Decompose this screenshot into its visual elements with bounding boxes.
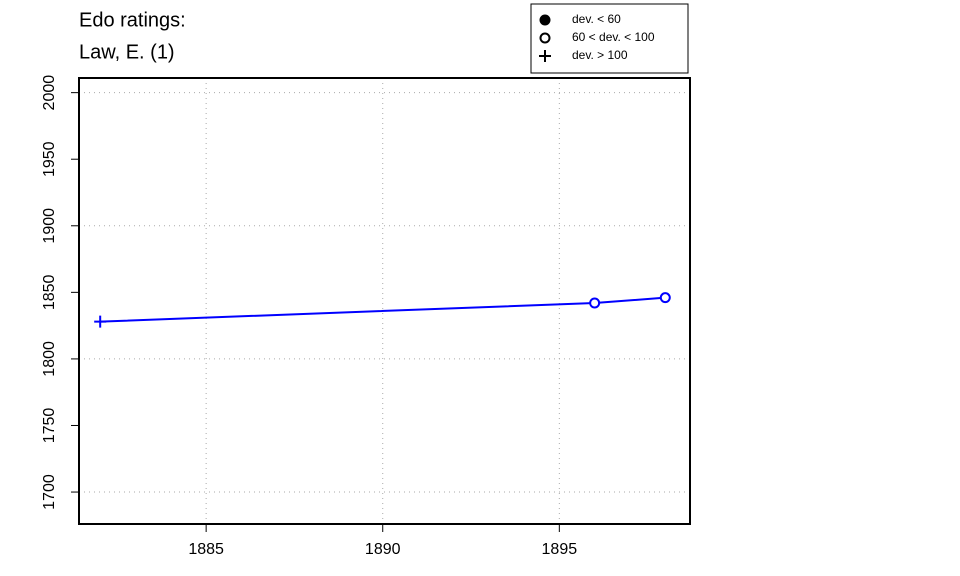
data-point — [94, 315, 107, 328]
y-tick-label: 1800 — [41, 341, 58, 377]
y-tick-label: 2000 — [41, 75, 58, 111]
x-tick-label: 1885 — [188, 541, 224, 558]
data-point — [659, 292, 671, 304]
x-tick-label: 1895 — [542, 541, 578, 558]
legend-label: 60 < dev. < 100 — [572, 30, 655, 44]
legend-symbol — [539, 50, 551, 62]
x-tick-label: 1890 — [365, 541, 401, 558]
y-tick-label: 1850 — [41, 274, 58, 310]
data-point — [589, 297, 601, 309]
y-tick-label: 1700 — [41, 474, 58, 510]
chart-title: Edo ratings: — [79, 9, 186, 31]
y-tick-label: 1900 — [41, 208, 58, 244]
legend-symbol — [539, 32, 551, 44]
y-tick-label: 1950 — [41, 141, 58, 177]
y-tick-label: 1750 — [41, 408, 58, 444]
legend-label: dev. < 60 — [572, 12, 621, 26]
legend-label: dev. > 100 — [572, 48, 628, 62]
chart-subtitle: Law, E. (1) — [79, 41, 175, 63]
legend-box — [530, 3, 689, 74]
legend-symbol — [539, 14, 551, 26]
plot-frame — [78, 77, 691, 525]
